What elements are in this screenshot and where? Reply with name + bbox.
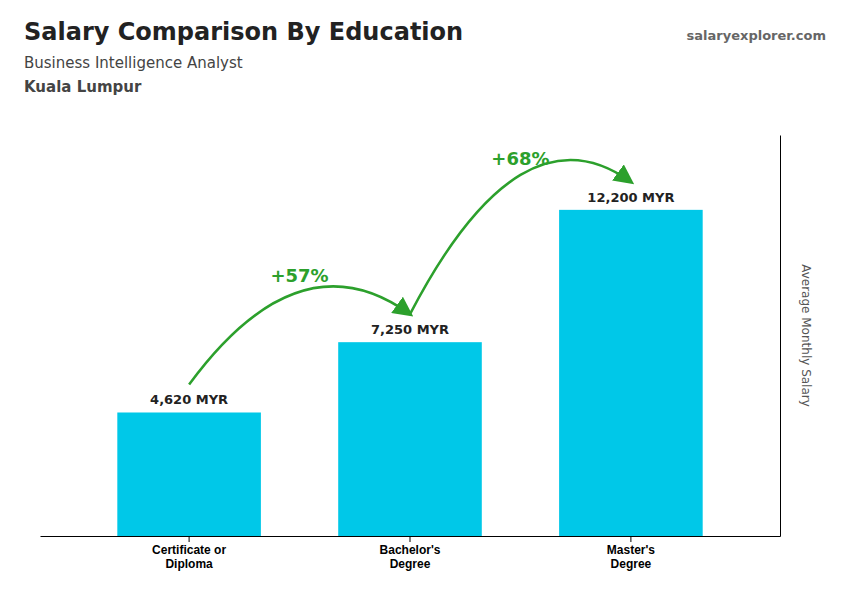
data-label: 7,250 MYR xyxy=(371,322,449,337)
subtitle: Business Intelligence Analyst xyxy=(24,54,243,72)
tick-label-line: Bachelor's xyxy=(380,543,441,557)
axis-line xyxy=(780,136,781,537)
arrow xyxy=(410,160,631,314)
bar xyxy=(338,342,482,536)
chart-container: Salary Comparison By Education Business I… xyxy=(0,0,850,606)
tick-label: Master'sDegree xyxy=(607,543,656,571)
tick-label-line: Master's xyxy=(607,543,656,557)
tick-label: Bachelor'sDegree xyxy=(380,543,441,571)
annotations: +57% +68% xyxy=(189,148,631,385)
tick-label-line: Diploma xyxy=(165,557,213,571)
data-label: 4,620 MYR xyxy=(150,392,228,407)
annotation: +68% xyxy=(491,148,549,169)
data-label: 12,200 MYR xyxy=(587,190,674,205)
arrow xyxy=(189,286,410,384)
data-labels: 4,620 MYR 7,250 MYR 12,200 MYR xyxy=(150,190,674,408)
x-axis: Certificate orDiplomaBachelor'sDegreeMas… xyxy=(41,536,781,571)
tick: Master'sDegree xyxy=(607,536,656,571)
tick-label-line: Degree xyxy=(390,557,431,571)
y-axis-title: Average Monthly Salary xyxy=(799,264,813,407)
annotation: +57% xyxy=(270,265,328,286)
tick: Certificate orDiploma xyxy=(152,536,226,571)
chart: Salary Comparison By Education Business I… xyxy=(0,0,850,606)
tick-label: Certificate orDiploma xyxy=(152,543,226,571)
tick-mark xyxy=(189,536,190,542)
title: Salary Comparison By Education xyxy=(24,18,463,46)
plot: Certificate orDiplomaBachelor'sDegreeMas… xyxy=(41,136,814,571)
tick: Bachelor'sDegree xyxy=(380,536,441,571)
bars xyxy=(117,210,702,536)
location: Kuala Lumpur xyxy=(24,78,142,96)
bar xyxy=(117,412,261,536)
tick-label-line: Degree xyxy=(611,557,652,571)
y-axis xyxy=(780,136,781,537)
bar xyxy=(559,210,703,536)
tick-label-line: Certificate or xyxy=(152,543,226,557)
tick-mark xyxy=(630,536,631,542)
source: salaryexplorer.com xyxy=(687,28,826,43)
tick-mark xyxy=(410,536,411,542)
